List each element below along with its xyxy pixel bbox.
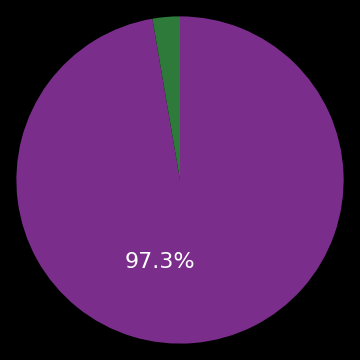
Text: 97.3%: 97.3% xyxy=(125,252,196,272)
Wedge shape xyxy=(152,16,180,180)
Wedge shape xyxy=(16,16,344,344)
